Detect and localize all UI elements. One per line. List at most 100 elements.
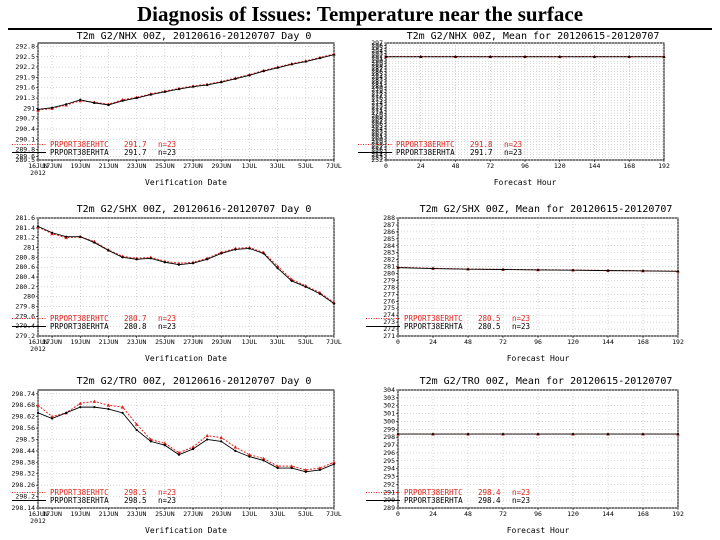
x-tick-label: 1JUL (242, 510, 258, 518)
y-tick-label: 260 (371, 135, 383, 143)
legend-stat: 298.4 (478, 488, 501, 497)
legend-stat: 280.8 (124, 322, 147, 331)
x-tick-label: 168 (623, 162, 635, 170)
data-point-dot (177, 453, 181, 456)
x-tick-label: 29JUN (211, 338, 231, 346)
legend-series-name: PRPORT38ERHTA (396, 148, 455, 157)
data-point-dot (606, 269, 610, 272)
y-tick-label: 289 (383, 504, 395, 512)
data-point-dot (501, 268, 505, 271)
y-tick-label: 280.8 (15, 253, 35, 261)
x-tick-label: 192 (672, 510, 684, 518)
x-tick-label: 5JUL (298, 510, 314, 518)
y-tick-label: 290 (371, 57, 383, 65)
y-tick-label: 279.6 (15, 312, 35, 320)
x-tick-label: 1JUL (242, 338, 258, 346)
y-tick-label: 277 (371, 91, 383, 99)
legend-stat: 291.8 (470, 140, 493, 149)
legend-series-name: PRPORT38ERHTC (396, 140, 455, 149)
data-point-dot (65, 103, 68, 106)
data-point-dot (571, 269, 575, 272)
data-point-dot (177, 88, 181, 91)
y-tick-label: 296 (371, 42, 383, 50)
x-axis-title: Verification Date (145, 526, 227, 535)
y-tick-label: 280.2 (15, 283, 35, 291)
data-point-dot (220, 81, 223, 84)
data-point-dot (276, 267, 279, 270)
data-point-dot (304, 470, 307, 473)
y-tick-label: 281.4 (15, 224, 35, 232)
y-tick-label: 268 (371, 114, 383, 122)
chart-svg: T2m G2/TRO 00Z, 20120616-20120707 Day 0 2… (12, 376, 342, 535)
data-point-dot (93, 241, 96, 244)
y-tick-label: 277 (383, 290, 395, 298)
y-tick-label: 292.8 (15, 42, 35, 50)
x-tick-label: 23JUN (127, 162, 147, 170)
x-tick-label: 17JUN (42, 510, 62, 518)
y-tick-label: 291 (23, 104, 35, 112)
data-point-dot (571, 432, 575, 436)
x-tick-label: 27JUN (183, 162, 203, 170)
slide-title: Diagnosis of Issues: Temperature near th… (136, 2, 584, 26)
y-tick-label: 272 (371, 104, 383, 112)
data-point-triangle (78, 401, 83, 405)
data-point-dot (36, 108, 40, 111)
data-point-triangle (275, 464, 280, 468)
data-point-dot (536, 432, 540, 436)
x-axis-title: Forecast Hour (494, 178, 557, 187)
data-point-triangle (92, 399, 97, 403)
y-tick-label: 298.2 (15, 493, 35, 501)
y-tick-label: 294 (371, 47, 383, 55)
y-tick-label: 262 (371, 130, 383, 138)
y-tick-label: 290.1 (15, 135, 35, 143)
data-point-dot (290, 279, 293, 283)
data-point-triangle (163, 441, 167, 445)
y-tick-label: 297 (383, 441, 395, 449)
data-point-triangle (219, 435, 224, 440)
y-tick-label: 269 (371, 112, 383, 120)
y-tick-label: 259 (371, 138, 383, 146)
y-tick-label: 286 (371, 68, 383, 76)
data-point-dot (79, 98, 82, 101)
data-point-dot (290, 63, 293, 66)
y-tick-label: 273 (383, 318, 395, 326)
title-divider (8, 28, 712, 30)
data-point-triangle (247, 452, 252, 457)
data-point-dot (121, 99, 124, 102)
data-point-dot (50, 106, 54, 109)
legend-stat: 298.5 (124, 496, 147, 505)
y-tick-label: 274 (371, 99, 383, 107)
y-tick-label: 301 (383, 410, 395, 418)
y-tick-label: 279 (371, 86, 383, 94)
data-point-dot (304, 60, 307, 63)
series-line-prport38erhta (37, 225, 335, 304)
y-tick-label: 287 (371, 65, 383, 73)
x-tick-label: 0 (396, 510, 400, 518)
x-tick-label: 25JUN (155, 338, 175, 346)
data-point-dot (454, 55, 457, 58)
legend-series-name: PRPORT38ERHTA (404, 496, 463, 505)
y-tick-label: 298.14 (12, 504, 36, 512)
y-tick-label: 273 (371, 101, 383, 109)
data-point-dot (65, 411, 68, 414)
data-point-triangle (177, 451, 181, 455)
legend-stat: 291.7 (124, 140, 147, 149)
data-point-dot (431, 432, 435, 436)
data-point-dot (501, 432, 505, 436)
x-tick-label: 3JUL (270, 338, 286, 346)
legend-count: n=23 (512, 314, 530, 323)
plot-area (397, 217, 679, 337)
y-tick-label: 279.8 (15, 303, 35, 311)
y-tick-label: 291.6 (15, 84, 35, 92)
y-tick-label: 278 (383, 283, 395, 291)
chart-title: T2m G2/TRO 00Z, Mean for 20120615-201207… (420, 376, 673, 387)
plot-area (397, 389, 679, 509)
y-tick-label: 298 (383, 433, 395, 441)
y-tick-label: 298.26 (12, 481, 36, 489)
data-point-triangle (289, 464, 294, 468)
x-tick-label: 144 (602, 510, 614, 518)
data-point-dot (384, 55, 388, 58)
data-point-dot (121, 256, 124, 259)
x-tick-label: 192 (672, 338, 684, 346)
chart-nhx-mean: T2m G2/NHX 00Z, Mean for 20120615-201207… (358, 30, 692, 190)
